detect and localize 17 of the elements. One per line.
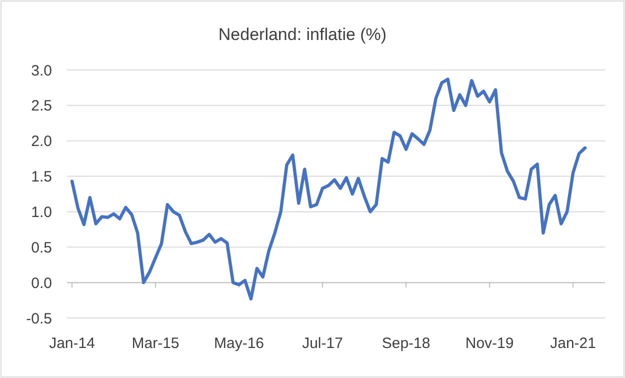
y-tick-label: 1.0 — [31, 204, 52, 221]
y-tick-label: 1.5 — [31, 168, 52, 186]
y-tick-label: 0.0 — [31, 274, 52, 292]
x-tick-label: Jan-14 — [49, 335, 95, 352]
line-series — [70, 78, 587, 300]
x-tick-label: Jan-21 — [550, 335, 596, 352]
chart-title: Nederland: inflatie (%) — [218, 25, 387, 44]
x-tick-label: May-16 — [214, 335, 264, 352]
y-tick-label: 2.0 — [31, 133, 52, 150]
x-tick-label: Mar-15 — [132, 335, 180, 352]
y-tick-label: 3.0 — [31, 62, 52, 80]
x-tick-label: Jul-17 — [302, 335, 343, 352]
y-tick-label: -0.5 — [26, 310, 52, 328]
x-tick-label: Nov-19 — [465, 335, 514, 352]
x-tick-label: Sep-18 — [382, 335, 430, 352]
y-tick-label: 2.5 — [31, 98, 52, 115]
y-tick-label: 0.5 — [31, 239, 52, 256]
